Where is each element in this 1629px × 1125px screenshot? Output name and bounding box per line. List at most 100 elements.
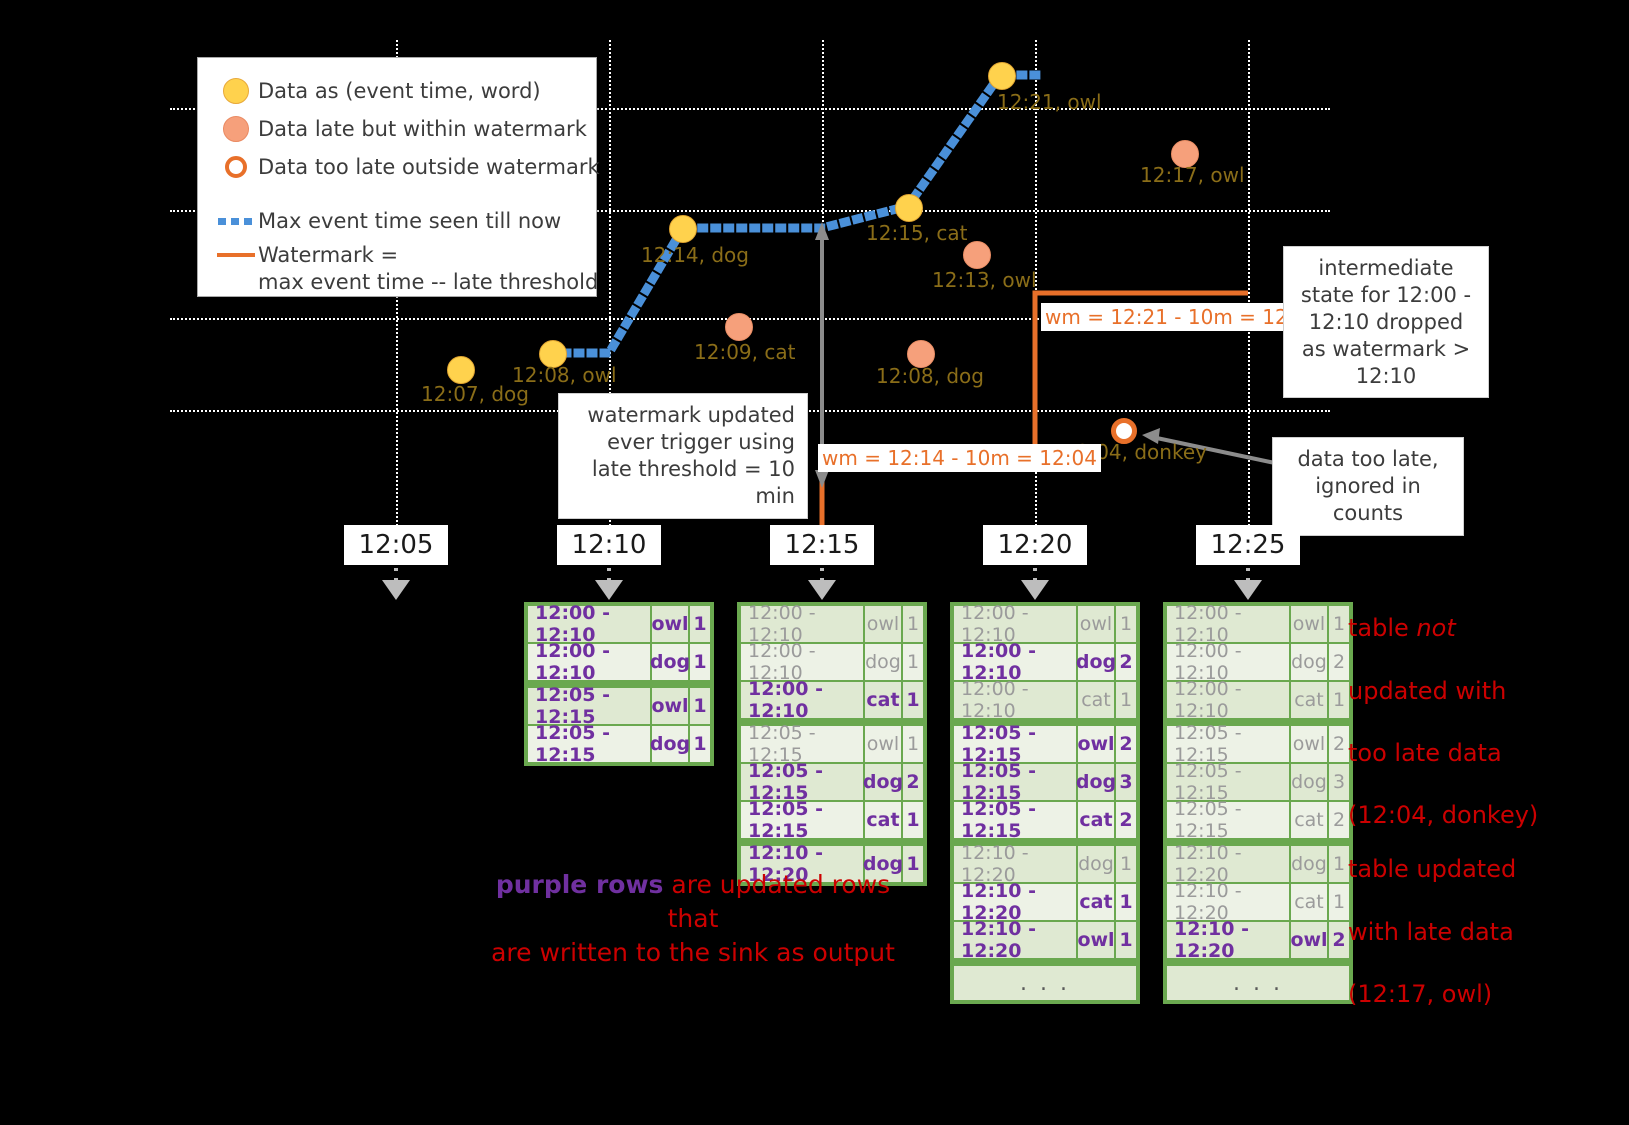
- table-row[interactable]: 12:10 - 12:20 cat 1: [954, 880, 1136, 924]
- table-row[interactable]: 12:00 - 12:10 dog 2: [954, 640, 1136, 684]
- result-table-1215: 12:00 - 12:10 owl 1 12:00 - 12:10 dog 1 12:00 …: [737, 602, 927, 886]
- table-row[interactable]: 12:05 - 12:15 cat 2: [1167, 798, 1349, 842]
- table-cell-window: 12:00 - 12:10: [741, 602, 863, 646]
- table-cell-window: 12:05 - 12:15: [954, 722, 1076, 766]
- legend-label: Watermark =: [258, 243, 399, 267]
- table-cell-count: 1: [1329, 682, 1349, 718]
- table-group-separator: [528, 682, 710, 686]
- table-cell-window: 12:05 - 12:15: [741, 760, 863, 804]
- time-tick-1225: 12:25: [1196, 525, 1300, 565]
- table-cell-count: 2: [1329, 644, 1349, 680]
- orange-solid-line-icon: [214, 253, 258, 257]
- blue-dotted-line-icon: [214, 217, 258, 225]
- table-row[interactable]: 12:10 - 12:20 dog 1: [954, 842, 1136, 886]
- table-cell-word: owl: [651, 606, 689, 642]
- table-cell-word: owl: [1290, 922, 1328, 958]
- table-cell-window: 12:05 - 12:15: [954, 798, 1076, 842]
- table-row[interactable]: 12:00 - 12:10 dog 1: [528, 640, 710, 684]
- table-row[interactable]: 12:10 - 12:20 cat 1: [1167, 880, 1349, 924]
- table-cell-word: dog: [1078, 846, 1114, 882]
- legend-box: Data as (event time, word) Data late but…: [197, 57, 600, 297]
- table-cell-count: 1: [1329, 606, 1349, 642]
- legend-item-late-within: Data late but within watermark: [214, 110, 587, 148]
- legend-label: Data late but within watermark: [258, 117, 587, 141]
- table-cell-window: 12:05 - 12:15: [954, 760, 1076, 804]
- table-row[interactable]: 12:00 - 12:10 owl 1: [528, 602, 710, 646]
- table-cell-word: dog: [865, 644, 901, 680]
- data-point-late: [963, 241, 991, 269]
- table-cell-window: 12:00 - 12:10: [741, 640, 863, 684]
- table-row[interactable]: 12:10 - 12:20 owl 1: [954, 918, 1136, 962]
- table-cell-window: 12:00 - 12:10: [528, 640, 650, 684]
- orange-filled-circle-icon: [214, 116, 258, 142]
- watermark-label-first: wm = 12:14 - 10m = 12:04: [818, 444, 1101, 472]
- table-cell-word: dog: [863, 764, 903, 800]
- data-point-on-time: [669, 215, 697, 243]
- table-row[interactable]: 12:05 - 12:15 cat 1: [741, 798, 923, 842]
- table-row[interactable]: 12:05 - 12:15 dog 3: [1167, 760, 1349, 804]
- table-cell-window: 12:05 - 12:15: [1167, 798, 1289, 842]
- table-cell-count: 1: [690, 726, 710, 762]
- table-row[interactable]: 12:05 - 12:15 dog 3: [954, 760, 1136, 804]
- result-table-1225: 12:00 - 12:10 owl 1 12:00 - 12:10 dog 2 12:00 …: [1163, 602, 1353, 1004]
- data-point-on-time: [447, 356, 475, 384]
- table-group-separator: [741, 840, 923, 844]
- table-cell-word: dog: [1291, 764, 1327, 800]
- table-row[interactable]: 12:05 - 12:15 dog 1: [528, 722, 710, 766]
- table-row[interactable]: 12:05 - 12:15 owl 2: [1167, 722, 1349, 766]
- table-cell-count: 1: [903, 644, 923, 680]
- table-row[interactable]: 12:10 - 12:20 dog 1: [741, 842, 923, 886]
- table-cell-word: owl: [865, 606, 901, 642]
- note-line: table updated: [1348, 855, 1517, 884]
- table-cell-word: dog: [650, 644, 690, 680]
- time-tick-1205: 12:05: [344, 525, 448, 565]
- legend-item-watermark: Watermark =: [214, 240, 580, 270]
- note-purple-rows: purple rows are updated rows that are wr…: [488, 868, 898, 969]
- table-cell-word: dog: [650, 726, 690, 762]
- table-row[interactable]: 12:00 - 12:10 dog 2: [1167, 640, 1349, 684]
- table-cell-word: dog: [1076, 644, 1116, 680]
- table-ellipsis-row: . . .: [954, 966, 1136, 1000]
- table-row[interactable]: 12:05 - 12:15 dog 2: [741, 760, 923, 804]
- data-point-label: 12:21, owl: [997, 90, 1102, 114]
- table-row[interactable]: 12:05 - 12:15 owl 1: [528, 684, 710, 728]
- table-row[interactable]: 12:05 - 12:15 owl 1: [741, 722, 923, 766]
- table-row[interactable]: 12:05 - 12:15 cat 2: [954, 798, 1136, 842]
- table-cell-word: cat: [1291, 884, 1327, 920]
- table-cell-count: 2: [1329, 802, 1349, 838]
- note-purple-line2: are written to the sink as output: [491, 937, 895, 967]
- table-ellipsis-row: . . .: [1167, 966, 1349, 1000]
- table-row[interactable]: 12:00 - 12:10 owl 1: [1167, 602, 1349, 646]
- table-row[interactable]: 12:10 - 12:20 dog 1: [1167, 842, 1349, 886]
- table-cell-word: cat: [1078, 682, 1114, 718]
- data-point-label: 12:07, dog: [421, 382, 529, 406]
- table-row[interactable]: 12:05 - 12:15 owl 2: [954, 722, 1136, 766]
- trigger-arrow-head: [595, 580, 623, 600]
- table-row[interactable]: 12:00 - 12:10 cat 1: [954, 678, 1136, 722]
- data-point-label: 12:14, dog: [641, 243, 749, 267]
- note-line: (12:04, donkey): [1348, 801, 1539, 830]
- table-cell-count: 2: [1329, 726, 1349, 762]
- table-cell-count: 2: [903, 764, 923, 800]
- table-cell-window: 12:10 - 12:20: [1167, 918, 1289, 962]
- table-cell-word: owl: [1291, 606, 1327, 642]
- note-line: with late data: [1348, 917, 1514, 946]
- table-row[interactable]: 12:00 - 12:10 cat 1: [741, 678, 923, 722]
- table-row[interactable]: 12:00 - 12:10 owl 1: [954, 602, 1136, 646]
- note-table-not-updated: table not updated with too late data (12…: [1348, 582, 1538, 832]
- data-point-label: 12:17, owl: [1140, 163, 1245, 187]
- result-table-1210: 12:00 - 12:10 owl 1 12:00 - 12:10 dog 1 12:05 …: [524, 602, 714, 766]
- table-cell-window: 12:05 - 12:15: [528, 684, 650, 728]
- data-point-label: 12:15, cat: [866, 221, 968, 245]
- table-row[interactable]: 12:00 - 12:10 cat 1: [1167, 678, 1349, 722]
- table-row[interactable]: 12:10 - 12:20 owl 2: [1167, 918, 1349, 962]
- table-cell-count: 1: [1116, 846, 1136, 882]
- table-cell-count: 1: [1329, 884, 1349, 920]
- table-cell-window: 12:00 - 12:10: [1167, 602, 1289, 646]
- data-point-on-time: [895, 194, 923, 222]
- table-row[interactable]: 12:00 - 12:10 dog 1: [741, 640, 923, 684]
- table-cell-window: 12:05 - 12:15: [528, 722, 650, 766]
- data-point-label: 12:09, cat: [694, 340, 796, 364]
- table-row[interactable]: 12:00 - 12:10 owl 1: [741, 602, 923, 646]
